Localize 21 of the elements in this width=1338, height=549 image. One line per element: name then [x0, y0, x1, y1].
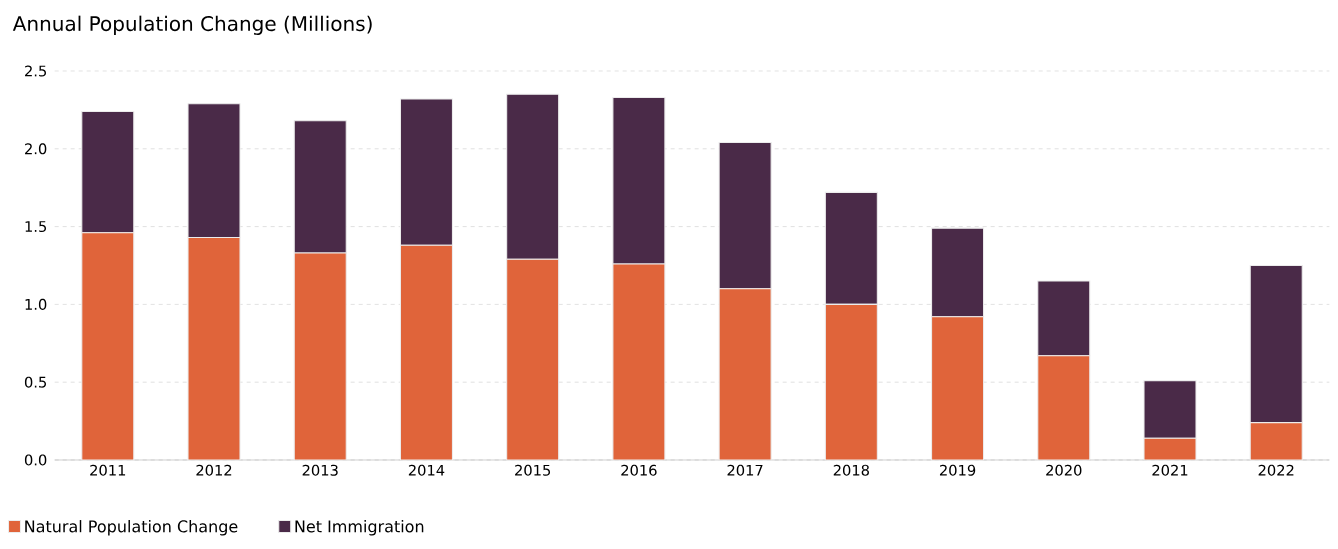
x-tick-label: 2022: [1258, 464, 1294, 476]
x-tick-label: 2015: [515, 464, 551, 476]
y-tick-label: 1.5: [25, 221, 47, 233]
legend-label: Natural Population Change: [25, 520, 238, 536]
x-tick-label: 2012: [196, 464, 232, 476]
y-tick-label: 0.5: [24, 376, 47, 388]
legend-label: Net Immigration: [295, 520, 424, 536]
x-tick-label: 2017: [727, 464, 763, 476]
y-tick-label: 2.0: [25, 143, 47, 155]
x-tick-label: 2018: [833, 464, 869, 476]
x-tick-label: 2013: [302, 464, 338, 476]
x-tick-label: 2020: [1046, 464, 1082, 476]
x-tick-label: 2016: [621, 464, 657, 476]
x-tick-label: 2019: [939, 464, 976, 476]
y-tick-label: 2.5: [25, 65, 47, 77]
y-tick-label: 0.0: [24, 454, 47, 466]
y-tick-label: 1.0: [25, 298, 47, 310]
chart-title: Annual Population Change (Millions): [12, 15, 372, 35]
x-tick-label: 2021: [1152, 464, 1188, 476]
x-tick-label: 2011: [90, 464, 126, 476]
x-tick-label: 2014: [408, 464, 445, 476]
